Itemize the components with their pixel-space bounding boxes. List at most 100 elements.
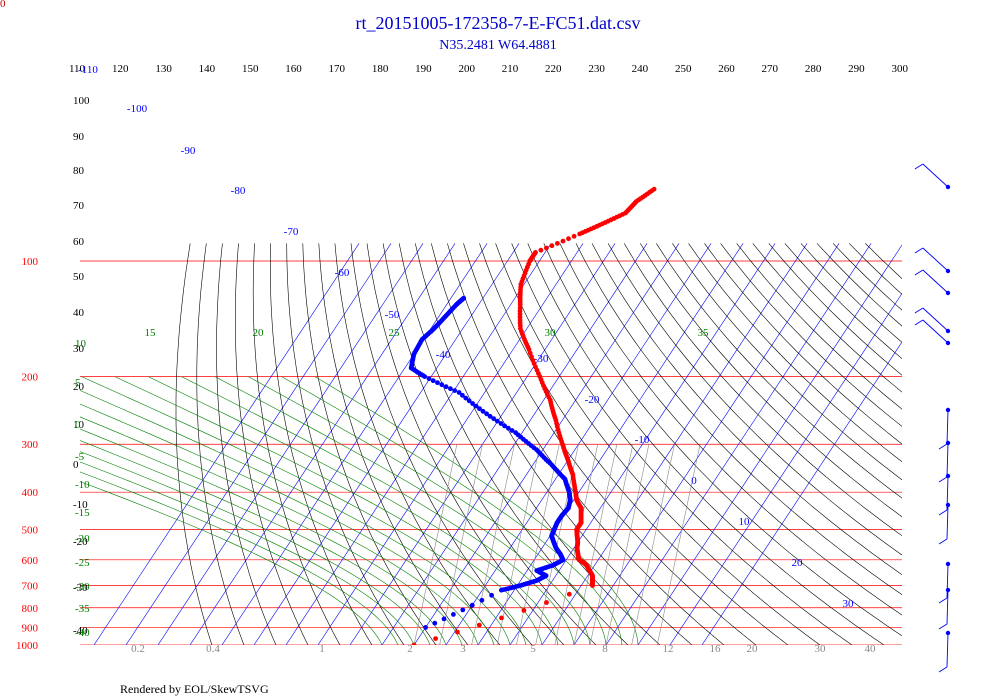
moist-adiabat-line <box>214 376 591 645</box>
temperature-point <box>566 591 572 597</box>
isotherm-label-12: 10 <box>739 516 751 528</box>
isobar-label-1: 200 <box>22 372 39 384</box>
wind-barbs <box>914 163 951 673</box>
wind-barb-staff <box>946 589 949 625</box>
dewpoint-point <box>473 403 479 409</box>
isotherm-line <box>637 244 902 645</box>
dewpoint-point <box>443 384 449 390</box>
wind-barb-flag <box>914 307 924 314</box>
moist-adiabat-line <box>80 440 447 645</box>
top-scale-label-13: 240 <box>632 63 649 75</box>
dewpoint-point <box>451 612 456 617</box>
wind-barb-flag <box>938 538 948 545</box>
wind-barb-staff <box>946 409 949 445</box>
mixing-ratio-label-7: 12 <box>663 643 674 655</box>
moist-adiabat-line <box>80 451 431 645</box>
mixing-ratio-line <box>496 444 541 645</box>
isobar-label-0: 100 <box>22 256 39 268</box>
mixing-ratio-label-5: 5 <box>530 643 536 655</box>
isotherm-label-8: -30 <box>534 353 549 365</box>
dry-adiabat-line <box>640 243 902 518</box>
wind-barb-staff <box>922 269 949 294</box>
dry-adiabat-line <box>688 243 902 463</box>
moist-left-label-0: 10 <box>75 338 87 350</box>
corner-label: 0 <box>0 0 6 10</box>
left-scale-label-4: 60 <box>73 236 85 248</box>
dewpoint-point <box>441 616 447 622</box>
left-scale-label-6: 40 <box>73 307 85 319</box>
dewpoint-point <box>489 592 494 598</box>
left-scale-label-9: 10 <box>73 419 85 431</box>
moist-adiabat-line <box>80 481 383 645</box>
isobar-label-8: 900 <box>22 622 39 634</box>
dewpoint-point <box>463 395 469 401</box>
left-scale-label-0: 100 <box>73 95 90 107</box>
dewpoint-point <box>487 413 493 419</box>
mixing-ratio-line <box>573 444 618 645</box>
dewpoint-point <box>509 428 515 433</box>
dry-adiabat-line <box>736 243 902 410</box>
wind-barb-flag <box>938 509 948 516</box>
moist-top-label-1: 20 <box>253 327 265 339</box>
moist-adiabat-line <box>181 376 575 645</box>
isotherm-line <box>669 292 902 645</box>
moist-left-label-9: -35 <box>75 603 90 615</box>
moist-left-label-8: -30 <box>75 581 90 593</box>
moist-adiabat-line <box>314 376 639 645</box>
temperature-point <box>499 615 504 621</box>
top-scale-label-8: 190 <box>415 63 432 75</box>
left-scale-label-8: 20 <box>73 381 85 393</box>
dewpoint-point <box>456 390 462 395</box>
dry-adiabat-line <box>398 243 629 645</box>
temperature-point <box>538 247 544 253</box>
left-scale-label-3: 70 <box>73 200 85 212</box>
temperature-point <box>544 245 549 251</box>
dewpoint-point <box>479 597 485 603</box>
dewpoint-point <box>484 411 489 417</box>
dry-adiabat-line <box>495 243 821 645</box>
dry-adiabat-line <box>704 243 902 445</box>
top-scale-label-6: 170 <box>329 63 346 75</box>
isotherm-line <box>317 243 584 645</box>
mixing-ratio-line <box>631 444 675 645</box>
moist-left-label-2: 0 <box>75 419 81 431</box>
isotherm-line <box>93 243 360 645</box>
moist-adiabat-line <box>80 461 415 645</box>
dewpoint-point <box>452 388 458 393</box>
top-scale-label-9: 200 <box>458 63 475 75</box>
dewpoint-point <box>435 380 440 386</box>
isotherm-line <box>573 243 840 645</box>
moist-adiabat-line <box>114 376 543 645</box>
wind-barb-flag <box>914 247 924 254</box>
wind-barb-flag <box>938 476 948 483</box>
dry-adiabat-line <box>591 243 902 576</box>
mixing-ratio-label-9: 20 <box>747 643 759 655</box>
dry-adiabat-line <box>559 243 902 616</box>
dewpoint-point <box>460 392 465 398</box>
moist-top-label-2: 25 <box>389 327 401 339</box>
mixing-ratio-line <box>605 444 650 645</box>
isotherm-line <box>221 243 488 645</box>
mixing-ratio-label-4: 3 <box>460 643 466 655</box>
dry-adiabat-line <box>252 243 341 645</box>
temperature-point <box>529 354 534 360</box>
isobar-label-6: 700 <box>22 581 39 593</box>
moist-left-label-10: -40 <box>75 627 90 639</box>
top-scale-label-16: 270 <box>762 63 779 75</box>
wind-barb-flag <box>914 319 924 326</box>
moist-left-label-5: -15 <box>75 507 90 519</box>
isotherm-label-4: -70 <box>284 226 299 238</box>
wind-barb-flag <box>938 597 948 604</box>
temperature-point <box>571 233 577 239</box>
isotherm-label-6: -50 <box>385 309 400 321</box>
dry-adiabat-line <box>527 243 885 645</box>
dry-adiabat-line <box>607 243 902 556</box>
dry-adiabat-line <box>575 243 902 596</box>
moist-adiabat-line <box>80 390 511 645</box>
moist-adiabat-line <box>80 416 479 645</box>
moist-top-label-0: 15 <box>145 327 157 339</box>
dewpoint-point <box>470 401 475 406</box>
mixing-ratio-label-10: 30 <box>815 643 827 655</box>
isotherm-label-5: -60 <box>335 267 350 279</box>
